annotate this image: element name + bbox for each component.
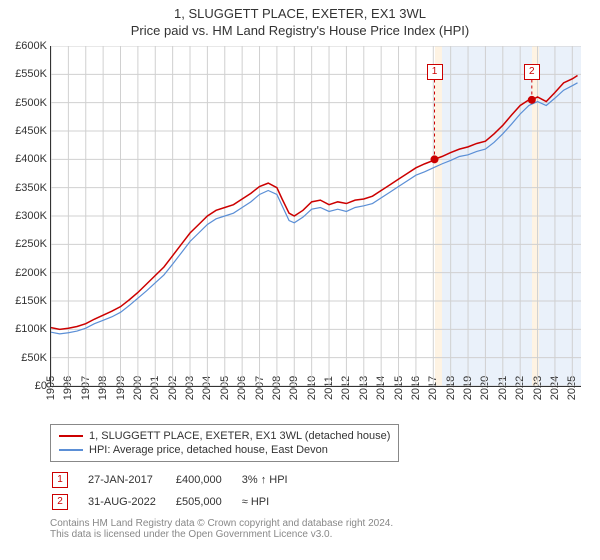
footer-line: Contains HM Land Registry data © Crown c… [50,518,393,529]
marker-table: 1 27-JAN-2017 £400,000 3% ↑ HPI 2 31-AUG… [50,468,308,514]
legend-label: 1, SLUGGETT PLACE, EXETER, EX1 3WL (deta… [89,430,390,442]
table-row: 2 31-AUG-2022 £505,000 ≈ HPI [52,492,306,512]
y-tick-label: £550K [15,68,47,80]
marker-number: 2 [52,494,68,510]
marker-date: 27-JAN-2017 [88,470,174,490]
y-tick-label: £150K [15,295,47,307]
marker-diff: 3% ↑ HPI [242,470,306,490]
legend: 1, SLUGGETT PLACE, EXETER, EX1 3WL (deta… [50,424,399,462]
legend-swatch [59,435,83,437]
page-title: 1, SLUGGETT PLACE, EXETER, EX1 3WL [0,0,600,21]
table-row: 1 27-JAN-2017 £400,000 3% ↑ HPI [52,470,306,490]
y-tick-label: £100K [15,323,47,335]
marker-callout: 1 [427,64,443,80]
y-tick-label: £300K [15,210,47,222]
legend-swatch [59,449,83,451]
marker-price: £400,000 [176,470,240,490]
y-tick-label: £500K [15,97,47,109]
y-tick-label: £350K [15,182,47,194]
marker-point [431,155,439,163]
chart: £0£50K£100K£150K£200K£250K£300K£350K£400… [50,46,580,386]
y-tick-label: £250K [15,238,47,250]
y-tick-label: £50K [21,352,47,364]
legend-item: 1, SLUGGETT PLACE, EXETER, EX1 3WL (deta… [59,429,390,443]
marker-diff: ≈ HPI [242,492,306,512]
series-line [51,75,578,329]
legend-label: HPI: Average price, detached house, East… [89,444,328,456]
y-tick-label: £450K [15,125,47,137]
marker-price: £505,000 [176,492,240,512]
marker-date: 31-AUG-2022 [88,492,174,512]
marker-point [528,96,536,104]
marker-callout: 2 [524,64,540,80]
footer-line: This data is licensed under the Open Gov… [50,529,393,540]
y-tick-label: £400K [15,153,47,165]
page-subtitle: Price paid vs. HM Land Registry's House … [0,21,600,42]
marker-number: 1 [52,472,68,488]
footer: Contains HM Land Registry data © Crown c… [50,518,393,540]
legend-item: HPI: Average price, detached house, East… [59,443,390,457]
y-tick-label: £600K [15,40,47,52]
y-tick-label: £200K [15,267,47,279]
series-line [51,83,578,334]
